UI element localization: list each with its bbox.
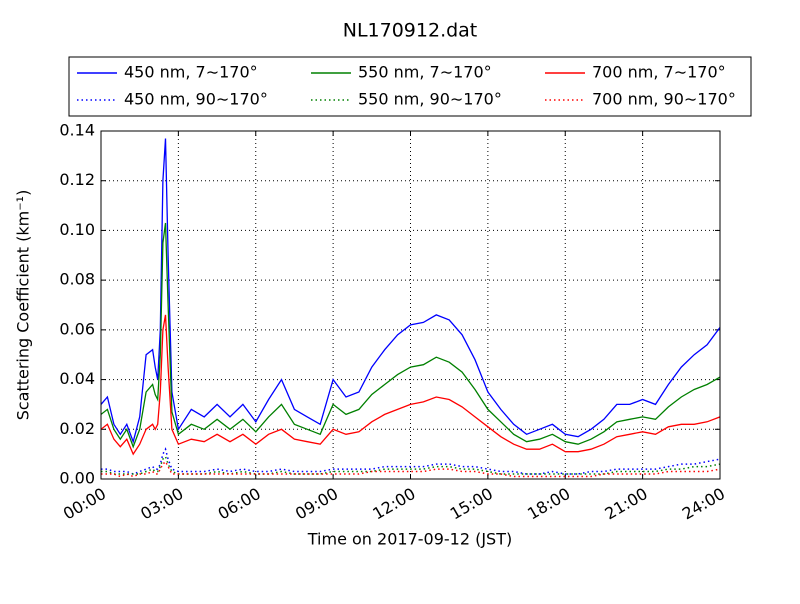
y-tick-label: 0.06 (59, 319, 95, 338)
y-tick-label: 0.14 (59, 121, 95, 140)
legend-label: 700 nm, 7∼170° (592, 63, 726, 82)
legend-label: 450 nm, 7∼170° (124, 63, 258, 82)
y-tick-label: 0.08 (59, 270, 95, 289)
legend-box (68, 56, 752, 117)
series-line (101, 447, 720, 475)
y-tick-label: 0.04 (59, 369, 95, 388)
legend-label: 550 nm, 7∼170° (358, 63, 492, 82)
chart-title: NL170912.dat (343, 20, 478, 42)
y-tick-label: 0.02 (59, 419, 95, 438)
y-tick-label: 0.00 (59, 469, 95, 488)
legend-label: 550 nm, 90∼170° (358, 90, 502, 109)
y-tick-label: 0.12 (59, 170, 95, 189)
series-line (101, 314, 720, 456)
y-axis-label: Scattering Coefficient (km⁻¹) (14, 190, 33, 421)
series-line (101, 460, 720, 478)
series-line (101, 138, 720, 444)
series-line (101, 222, 720, 449)
legend-label: 450 nm, 90∼170° (124, 90, 268, 109)
y-tick-label: 0.10 (59, 220, 95, 239)
plot-frame (100, 130, 721, 480)
legend-label: 700 nm, 90∼170° (592, 90, 736, 109)
x-axis-label: Time on 2017-09-12 (JST) (307, 530, 512, 549)
